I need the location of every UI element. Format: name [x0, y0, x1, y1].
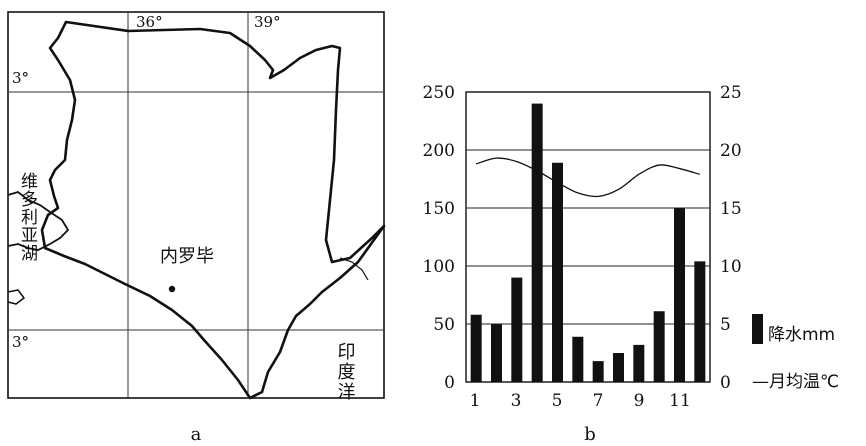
x-tick: 1: [470, 391, 481, 411]
ocean-coast-fragment: [339, 257, 369, 281]
map-a: 36° 39° 3° 3° 内罗毕 维多利亚湖 印度洋 a: [7, 11, 386, 445]
temp-legend-label: —月均温℃: [752, 372, 839, 392]
lon-label-39: 39°: [254, 13, 281, 31]
precip-bar-month-10: [653, 311, 665, 382]
chart-caption: b: [584, 424, 596, 445]
indian-ocean-label: 印度洋: [335, 342, 356, 402]
lon-label-36: 36°: [136, 13, 163, 31]
x-tick: 7: [593, 391, 604, 411]
lake-victoria-shore: [7, 191, 70, 251]
precip-bar-month-11: [674, 208, 685, 382]
precip-bar-month-8: [613, 353, 624, 382]
left-tick: 50: [433, 315, 455, 335]
left-tick: 150: [423, 199, 455, 219]
precip-legend-swatch: [752, 314, 763, 344]
precip-bar-month-12: [694, 261, 706, 382]
left-axis-ticks: 250 200 150 100 50 0: [423, 83, 455, 393]
left-tick: 250: [423, 83, 455, 103]
kenya-border: [40, 20, 386, 400]
right-axis-ticks: 25 20 15 10 5 0: [720, 83, 742, 393]
map-caption: a: [191, 424, 202, 445]
lat-label-3n: 3°: [12, 69, 29, 87]
right-tick: 0: [720, 373, 731, 393]
precip-bar-month-4: [531, 103, 543, 382]
x-tick: 3: [511, 391, 522, 411]
x-axis-ticks: 1 3 5 7 9 11: [470, 391, 691, 411]
chart-frame: [465, 91, 711, 383]
left-tick: 100: [423, 257, 455, 277]
chart-gridlines: [466, 149, 710, 325]
right-tick: 25: [720, 83, 742, 103]
precip-bar-month-6: [572, 336, 584, 382]
precip-bar-month-1: [470, 314, 482, 382]
precip-bar-month-2: [491, 324, 502, 382]
lake-shore-fragment: [7, 289, 26, 305]
precip-bar-month-7: [592, 361, 604, 382]
precip-bar-month-3: [511, 277, 523, 382]
lake-victoria-label: 维多利亚湖: [17, 172, 38, 262]
right-tick: 15: [720, 199, 742, 219]
map-frame: [7, 11, 385, 399]
lat-label-3s: 3°: [12, 333, 29, 351]
x-tick: 9: [634, 391, 645, 411]
chart-b: 250 200 150 100 50 0 25 20 15 10 5 0 1 3…: [423, 83, 840, 445]
precip-bar-month-5: [552, 162, 563, 382]
nairobi-label: 内罗毕: [160, 246, 214, 267]
temperature-line: [475, 157, 701, 198]
x-tick: 11: [669, 391, 691, 411]
right-tick: 20: [720, 141, 742, 161]
precip-bars: [470, 103, 706, 382]
x-tick: 5: [552, 391, 563, 411]
right-tick: 10: [720, 257, 742, 277]
precip-legend-label: 降水mm: [768, 325, 835, 345]
nairobi-dot: [168, 285, 176, 293]
right-tick: 5: [720, 315, 731, 335]
left-tick: 200: [423, 141, 455, 161]
left-tick: 0: [444, 373, 455, 393]
precip-bar-month-9: [633, 344, 645, 382]
